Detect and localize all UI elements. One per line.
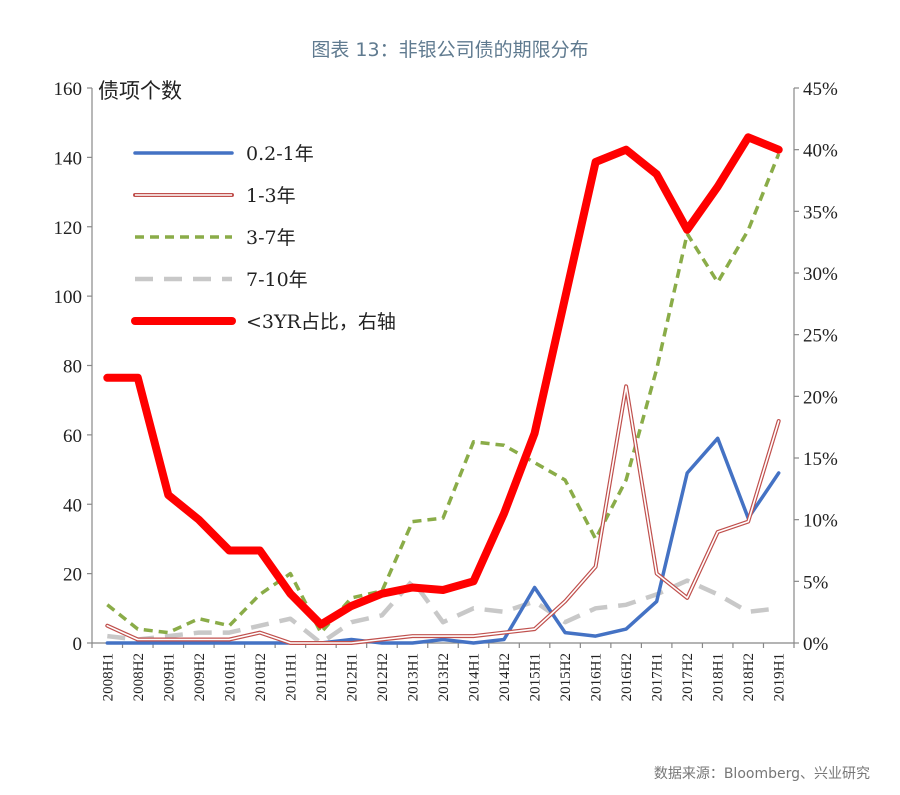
- x-tick-label: 2014H2: [497, 653, 513, 701]
- legend-item: 1-3年: [133, 185, 296, 207]
- x-tick-label: 2009H1: [161, 653, 177, 701]
- series-stroke: [105, 436, 781, 645]
- x-tick-label: 2015H2: [558, 653, 574, 701]
- right-tick-label: 0%: [803, 634, 829, 655]
- x-tick-label: 2011H2: [314, 653, 330, 701]
- series-line: [106, 153, 781, 635]
- x-tick-label: 2012H2: [375, 653, 391, 701]
- x-tick-label: 2016H1: [589, 653, 605, 701]
- x-tick-label: 2019H1: [772, 653, 788, 701]
- right-tick-label: 45%: [803, 79, 838, 100]
- x-tick-label: 2018H1: [711, 653, 727, 701]
- legend-label: 7-10年: [246, 269, 308, 291]
- axes: 0 20 40 60 80 100 120 140 160 0% 5% 10% 15% 20% 25% 30%…: [54, 79, 839, 701]
- legend-item: <3YR占比，右轴: [131, 311, 396, 333]
- series-layer: [103, 133, 783, 646]
- source-note: 数据来源：Bloomberg、兴业研究: [654, 766, 870, 782]
- left-tick-label: 20: [63, 565, 82, 586]
- x-tick-label: 2010H1: [222, 653, 238, 701]
- x-tick-label: 2012H1: [344, 653, 360, 701]
- right-tick-label: 40%: [803, 141, 838, 162]
- x-tick-label: 2008H2: [131, 653, 147, 701]
- legend-item: 7-10年: [135, 269, 308, 291]
- legend-label: 0.2-1年: [246, 143, 314, 165]
- series-stroke-inner: [106, 385, 780, 644]
- legend-label: 3-7年: [246, 227, 296, 249]
- x-tick-label: 2016H2: [619, 653, 635, 701]
- legend-label: 1-3年: [246, 185, 296, 207]
- series-stroke: [107, 578, 779, 646]
- series-line: [103, 133, 783, 629]
- x-tick-label: 2013H1: [405, 653, 421, 701]
- legend-item: 3-7年: [135, 227, 296, 249]
- x-tick-label: 2014H1: [467, 653, 483, 701]
- series-line: [107, 578, 779, 646]
- right-tick-label: 30%: [803, 264, 838, 285]
- x-tick-label: 2017H2: [680, 653, 696, 701]
- legend-item: 0.2-1年: [133, 143, 314, 165]
- left-tick-label: 80: [63, 357, 82, 378]
- legend: 0.2-1年 1-3年 3-7年 7-10年 <3YR占比，右轴: [131, 143, 396, 333]
- x-tick-label: 2013H2: [436, 653, 452, 701]
- left-tick-label: 60: [63, 426, 82, 447]
- x-tick-label: 2009H2: [192, 653, 208, 701]
- legend-label: <3YR占比，右轴: [246, 311, 396, 333]
- left-tick-label: 40: [63, 495, 82, 516]
- x-tick-label: 2015H1: [528, 653, 544, 701]
- left-tick-label: 0: [73, 634, 83, 655]
- right-tick-label: 20%: [803, 387, 838, 408]
- x-tick-label: 2011H1: [283, 653, 299, 701]
- x-tick-label: 2008H1: [100, 653, 116, 701]
- series-stroke: [103, 133, 783, 629]
- left-tick-label: 120: [54, 218, 83, 239]
- series-stroke: [106, 153, 781, 635]
- right-tick-label: 35%: [803, 202, 838, 223]
- series-line: [105, 384, 781, 645]
- right-tick-label: 15%: [803, 449, 838, 470]
- left-tick-label: 160: [54, 79, 83, 100]
- right-tick-label: 5%: [803, 572, 829, 593]
- right-tick-label: 25%: [803, 326, 838, 347]
- right-tick-label: 10%: [803, 511, 838, 532]
- x-tick-label: 2010H2: [253, 653, 269, 701]
- chart-title: 图表 13：非银公司债的期限分布: [311, 39, 588, 61]
- y-axis-label: 债项个数: [98, 79, 182, 103]
- left-tick-label: 100: [54, 287, 83, 308]
- x-tick-label: 2017H1: [650, 653, 666, 701]
- series-line: [105, 436, 781, 645]
- x-tick-label: 2018H2: [741, 653, 757, 701]
- left-tick-label: 140: [54, 148, 83, 169]
